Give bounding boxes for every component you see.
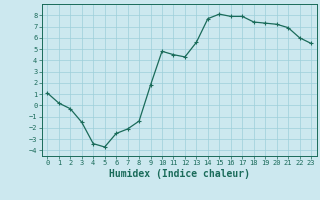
X-axis label: Humidex (Indice chaleur): Humidex (Indice chaleur) [109,169,250,179]
